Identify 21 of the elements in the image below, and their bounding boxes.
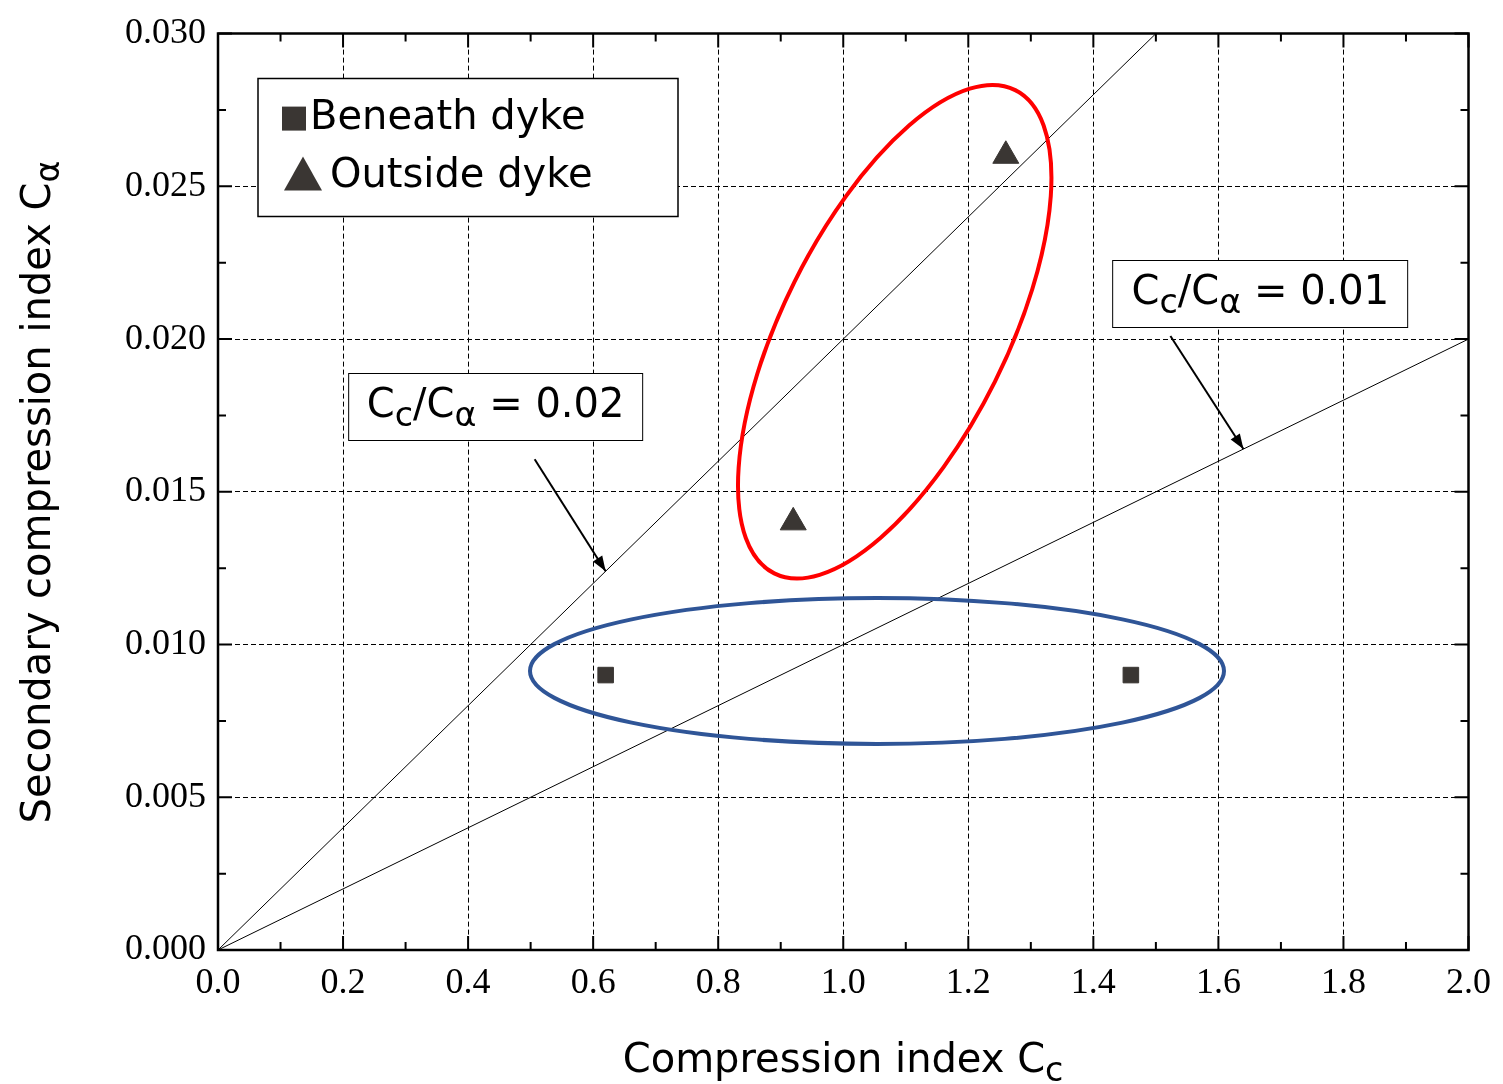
x-tick-label: 0.6 [570,961,616,1002]
y-tick-label: 0.020 [125,316,206,357]
y-tick-label: 0.015 [125,469,206,510]
x-axis-title: Compression index C$_{c}$ [622,1035,1064,1084]
y-tick-label: 0.010 [125,621,206,662]
x-tick-label: 1.2 [945,961,991,1002]
legend-label: Beneath dyke [310,91,586,138]
x-tick-label: 1.6 [1195,961,1241,1002]
x-tick-label: 2.0 [1446,961,1491,1002]
legend-label: Outside dyke [330,149,593,196]
x-tick-label: 1.8 [1320,961,1366,1002]
x-tick-label: 1.0 [820,961,866,1002]
y-tick-label: 0.025 [125,163,206,204]
x-tick-label: 1.4 [1070,961,1116,1002]
y-tick-label: 0.030 [125,11,206,52]
x-tick-label: 0.8 [695,961,741,1002]
annotation: C$_{c}$/C$_{α}$ = 0.02 [347,373,644,442]
annotation: C$_{c}$/C$_{α}$ = 0.01 [1112,260,1409,329]
x-tick-label: 0.4 [445,961,491,1002]
x-tick-label: 0.2 [320,961,366,1002]
y-tick-label: 0.005 [125,774,206,815]
